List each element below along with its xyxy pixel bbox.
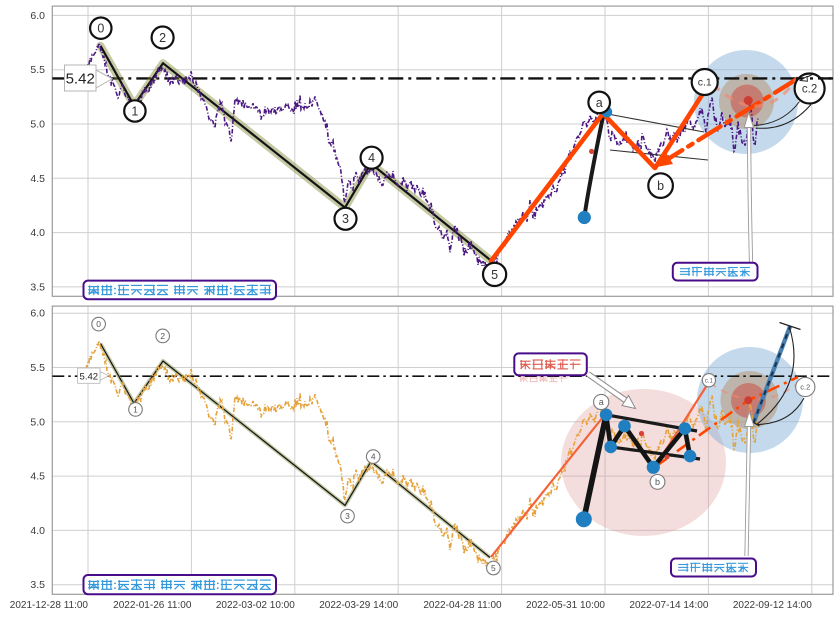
svg-text:5.5: 5.5 xyxy=(30,362,45,374)
svg-text:2022-03-29 14:00: 2022-03-29 14:00 xyxy=(319,600,398,611)
svg-text:2022-03-02 10:00: 2022-03-02 10:00 xyxy=(216,600,295,611)
svg-text:b: b xyxy=(657,179,664,193)
svg-text:5.42: 5.42 xyxy=(66,71,95,88)
svg-text:4: 4 xyxy=(371,452,376,462)
svg-text:4.5: 4.5 xyxy=(30,471,45,483)
svg-text:c.1: c.1 xyxy=(705,378,714,384)
svg-text:1: 1 xyxy=(133,404,138,414)
svg-text:4.0: 4.0 xyxy=(30,525,45,537)
svg-text:2021-12-28 11:00: 2021-12-28 11:00 xyxy=(10,600,89,611)
svg-text:3: 3 xyxy=(345,511,350,521)
svg-text:3.5: 3.5 xyxy=(30,579,45,591)
svg-text:1: 1 xyxy=(131,104,138,118)
svg-text:3.5: 3.5 xyxy=(30,281,45,293)
svg-text:3: 3 xyxy=(342,212,349,226)
svg-text:5: 5 xyxy=(491,563,496,573)
svg-text:2022-07-14 14:00: 2022-07-14 14:00 xyxy=(629,600,708,611)
svg-text:6.0: 6.0 xyxy=(30,10,45,22)
svg-text:4.0: 4.0 xyxy=(30,227,45,239)
svg-text:2: 2 xyxy=(159,31,166,45)
svg-text:4: 4 xyxy=(368,151,375,165)
svg-text:2022-01-26 11:00: 2022-01-26 11:00 xyxy=(113,600,192,611)
svg-text:0: 0 xyxy=(96,319,101,329)
svg-text:5.0: 5.0 xyxy=(30,119,45,131)
svg-text:2022-09-12 14:00: 2022-09-12 14:00 xyxy=(733,600,812,611)
svg-text:5: 5 xyxy=(491,268,498,282)
svg-text:c.2: c.2 xyxy=(800,383,810,392)
svg-text:6.0: 6.0 xyxy=(30,308,45,320)
svg-text:a: a xyxy=(596,96,603,110)
svg-text:c.1: c.1 xyxy=(698,77,712,89)
svg-text:4.5: 4.5 xyxy=(30,173,45,185)
svg-text:a: a xyxy=(599,397,604,407)
svg-text:5.5: 5.5 xyxy=(30,64,45,76)
svg-text:5.42: 5.42 xyxy=(80,371,99,382)
svg-text:b: b xyxy=(655,477,660,487)
svg-text:c.2: c.2 xyxy=(802,84,817,96)
svg-text:5.0: 5.0 xyxy=(30,416,45,428)
svg-text:0: 0 xyxy=(97,22,104,36)
svg-text:2022-04-28 11:00: 2022-04-28 11:00 xyxy=(423,600,502,611)
svg-text:2: 2 xyxy=(160,331,165,341)
svg-text:2022-05-31 10:00: 2022-05-31 10:00 xyxy=(526,600,605,611)
